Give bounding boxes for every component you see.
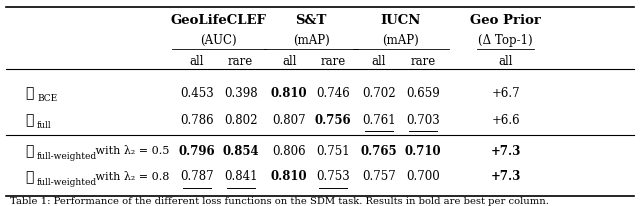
Text: 0.703: 0.703 [406, 113, 440, 126]
Text: 0.810: 0.810 [271, 86, 308, 99]
Text: 0.756: 0.756 [314, 113, 351, 126]
Text: 0.810: 0.810 [271, 170, 308, 183]
Text: 0.765: 0.765 [360, 144, 397, 157]
Text: 0.854: 0.854 [222, 144, 259, 157]
Text: IUCN: IUCN [380, 14, 421, 27]
Text: 0.710: 0.710 [404, 144, 442, 157]
Text: 0.398: 0.398 [224, 86, 257, 99]
Text: 0.796: 0.796 [179, 144, 216, 157]
Text: +6.7: +6.7 [492, 86, 520, 99]
Text: 0.453: 0.453 [180, 86, 214, 99]
Text: full-weighted: full-weighted [37, 177, 97, 186]
Text: 0.659: 0.659 [406, 86, 440, 99]
Text: all: all [282, 54, 296, 67]
Text: S&T: S&T [295, 14, 327, 27]
Text: ℒ: ℒ [26, 143, 34, 157]
Text: 0.807: 0.807 [273, 113, 306, 126]
Text: (mAP): (mAP) [292, 34, 330, 47]
Text: full: full [37, 121, 52, 130]
Text: ℒ: ℒ [26, 86, 34, 100]
Text: (mAP): (mAP) [382, 34, 419, 47]
Text: (AUC): (AUC) [200, 34, 237, 47]
Text: 0.761: 0.761 [362, 113, 396, 126]
Text: BCE: BCE [37, 94, 58, 103]
Text: 0.700: 0.700 [406, 170, 440, 183]
Text: 0.751: 0.751 [316, 144, 349, 157]
Text: 0.802: 0.802 [224, 113, 257, 126]
Text: rare: rare [320, 54, 346, 67]
Text: +7.3: +7.3 [490, 170, 521, 183]
Text: GeoLifeCLEF: GeoLifeCLEF [171, 14, 267, 27]
Text: 0.806: 0.806 [273, 144, 306, 157]
Text: 0.702: 0.702 [362, 86, 396, 99]
Text: Geo Prior: Geo Prior [470, 14, 541, 27]
Text: 0.786: 0.786 [180, 113, 214, 126]
Text: ℒ: ℒ [26, 112, 34, 126]
Text: Table 1: Performance of the different loss functions on the SDM task. Results in: Table 1: Performance of the different lo… [10, 196, 548, 205]
Text: 0.757: 0.757 [362, 170, 396, 183]
Text: 0.787: 0.787 [180, 170, 214, 183]
Text: +7.3: +7.3 [490, 144, 521, 157]
Text: with λ₂ = 0.8: with λ₂ = 0.8 [92, 171, 169, 181]
Text: rare: rare [228, 54, 253, 67]
Text: ℒ: ℒ [26, 169, 34, 183]
Text: 0.753: 0.753 [316, 170, 349, 183]
Text: +6.6: +6.6 [492, 113, 520, 126]
Text: rare: rare [410, 54, 436, 67]
Text: 0.746: 0.746 [316, 86, 349, 99]
Text: with λ₂ = 0.5: with λ₂ = 0.5 [92, 145, 169, 155]
Text: all: all [190, 54, 204, 67]
Text: all: all [499, 54, 513, 67]
Text: all: all [372, 54, 386, 67]
Text: full-weighted: full-weighted [37, 152, 97, 161]
Text: 0.841: 0.841 [224, 170, 257, 183]
Text: (Δ Top-1): (Δ Top-1) [478, 34, 533, 47]
